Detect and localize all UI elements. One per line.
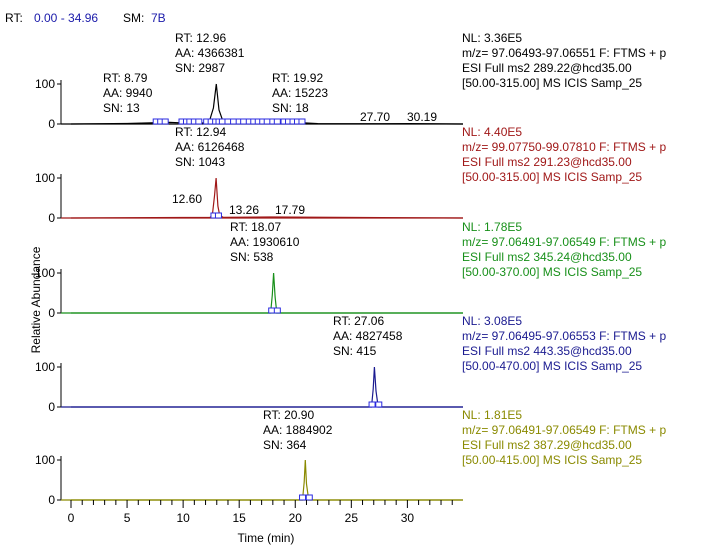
minor-peak-label: 12.60 bbox=[172, 192, 202, 206]
trace-header-line: m/z= 97.06495-97.06553 F: FTMS + p bbox=[462, 329, 666, 343]
peak-sn-label: SN: 538 bbox=[230, 250, 274, 264]
trace-line bbox=[70, 83, 464, 125]
peak-sn-label: SN: 415 bbox=[333, 344, 377, 358]
trace-header-line: ESI Full ms2 289.22@hcd35.00 bbox=[462, 61, 632, 75]
minor-peak-label: 17.79 bbox=[275, 203, 305, 217]
x-tick-label: 10 bbox=[176, 511, 190, 525]
integration-marker bbox=[218, 118, 226, 125]
x-axis: 0 5 10 15 20 25 30 bbox=[68, 500, 453, 525]
x-tick-label: 30 bbox=[401, 511, 415, 525]
header-line: RT: 0.00 - 34.96 SM: 7B bbox=[5, 11, 166, 25]
y-tick-label: 100 bbox=[35, 360, 55, 374]
peak-rt-label: RT: 12.96 bbox=[175, 31, 226, 45]
y-tick-label: 100 bbox=[35, 77, 55, 91]
y-tick-label: 100 bbox=[35, 171, 55, 185]
integration-marker bbox=[368, 401, 376, 408]
integration-marker bbox=[263, 118, 271, 125]
trace-header-line: ESI Full ms2 345.24@hcd35.00 bbox=[462, 250, 632, 264]
y-tick-label: 100 bbox=[35, 453, 55, 467]
trace-header-line: NL: 3.36E5 bbox=[462, 31, 522, 45]
integration-marker bbox=[195, 118, 203, 125]
trace-header-line: NL: 1.81E5 bbox=[462, 408, 522, 422]
y-tick-label: 0 bbox=[48, 117, 55, 131]
peak-rt-label: RT: 12.94 bbox=[175, 125, 226, 139]
integration-marker bbox=[273, 118, 281, 125]
y-tick-label: 0 bbox=[48, 306, 55, 320]
peak-sn-label: SN: 1043 bbox=[175, 155, 225, 169]
peak-rt-label: RT: 27.06 bbox=[333, 314, 384, 328]
minor-peak-label: 30.19 bbox=[407, 110, 437, 124]
peak-aa-label: AA: 4827458 bbox=[333, 329, 403, 343]
minor-peak-label: 27.70 bbox=[360, 110, 390, 124]
trace-header-line: m/z= 97.06491-97.06549 F: FTMS + p bbox=[462, 423, 666, 437]
trace-header-line: m/z= 99.07750-99.07810 F: FTMS + p bbox=[462, 140, 666, 154]
x-tick-label: 5 bbox=[124, 511, 131, 525]
peak-sn-label: SN: 364 bbox=[263, 438, 307, 452]
integration-marker bbox=[305, 494, 313, 501]
trace-header-line: [50.00-315.00] MS ICIS Samp_25 bbox=[462, 76, 642, 90]
integration-marker bbox=[268, 307, 276, 314]
trace-header-line: m/z= 97.06491-97.06549 F: FTMS + p bbox=[462, 235, 666, 249]
trace-header-line: ESI Full ms2 443.35@hcd35.00 bbox=[462, 344, 632, 358]
y-tick-label: 0 bbox=[48, 400, 55, 414]
rt-prefix: RT: bbox=[5, 11, 23, 25]
y-tick-label: 100 bbox=[35, 266, 55, 280]
integration-marker bbox=[240, 118, 248, 125]
y-tick-label: 0 bbox=[48, 211, 55, 225]
integration-marker bbox=[298, 118, 306, 125]
peak-rt-label: RT: 20.90 bbox=[263, 408, 314, 422]
sm-prefix: SM: bbox=[123, 11, 144, 25]
x-tick-label: 20 bbox=[289, 511, 303, 525]
trace-header-line: [50.00-370.00] MS ICIS Samp_25 bbox=[462, 265, 642, 279]
x-tick-label: 0 bbox=[68, 511, 75, 525]
trace-header-line: NL: 4.40E5 bbox=[462, 125, 522, 139]
trace-header-line: m/z= 97.06493-97.06551 F: FTMS + p bbox=[462, 46, 666, 60]
trace-header-line: ESI Full ms2 291.23@hcd35.00 bbox=[462, 155, 632, 169]
y-axis-label: Relative Abundance bbox=[29, 246, 43, 353]
y-tick-label: 0 bbox=[48, 493, 55, 507]
integration-marker bbox=[375, 401, 383, 408]
trace-header-line: [50.00-315.00] MS ICIS Samp_25 bbox=[462, 170, 642, 184]
peak-aa-label: AA: 9940 bbox=[103, 86, 153, 100]
integration-marker bbox=[273, 307, 281, 314]
x-tick-label: 15 bbox=[233, 511, 247, 525]
peak-aa-label: AA: 1930610 bbox=[230, 235, 300, 249]
integration-marker bbox=[224, 118, 232, 125]
trace-line bbox=[71, 272, 463, 314]
trace-line bbox=[70, 177, 464, 219]
trace-line bbox=[71, 459, 463, 501]
trace-line bbox=[71, 366, 463, 408]
trace-header-line: NL: 1.78E5 bbox=[462, 220, 522, 234]
integration-marker bbox=[230, 118, 238, 125]
trace-header-line: NL: 3.08E5 bbox=[462, 314, 522, 328]
peak-sn-label: SN: 13 bbox=[103, 101, 140, 115]
peak-aa-label: AA: 1884902 bbox=[263, 423, 333, 437]
sm-value: 7B bbox=[151, 11, 166, 25]
peak-rt-label: RT: 19.92 bbox=[272, 71, 323, 85]
trace-header-line: [50.00-415.00] MS ICIS Samp_25 bbox=[462, 453, 642, 467]
peak-aa-label: AA: 6126468 bbox=[175, 140, 245, 154]
peak-aa-label: AA: 4366381 bbox=[175, 46, 245, 60]
peak-rt-label: RT: 18.07 bbox=[230, 220, 281, 234]
integration-marker bbox=[299, 494, 307, 501]
peak-sn-label: SN: 2987 bbox=[175, 61, 225, 75]
integration-marker bbox=[161, 118, 169, 125]
rt-range: 0.00 - 34.96 bbox=[34, 11, 98, 25]
trace-header-line: [50.00-470.00] MS ICIS Samp_25 bbox=[462, 359, 642, 373]
peak-rt-label: RT: 8.79 bbox=[103, 71, 148, 85]
minor-peak-label: 13.26 bbox=[229, 203, 259, 217]
integration-marker bbox=[214, 212, 222, 219]
peak-sn-label: SN: 18 bbox=[272, 101, 309, 115]
trace-header-line: ESI Full ms2 387.29@hcd35.00 bbox=[462, 438, 632, 452]
peak-aa-label: AA: 15223 bbox=[272, 86, 328, 100]
x-tick-label: 25 bbox=[345, 511, 359, 525]
x-axis-label: Time (min) bbox=[238, 531, 295, 545]
